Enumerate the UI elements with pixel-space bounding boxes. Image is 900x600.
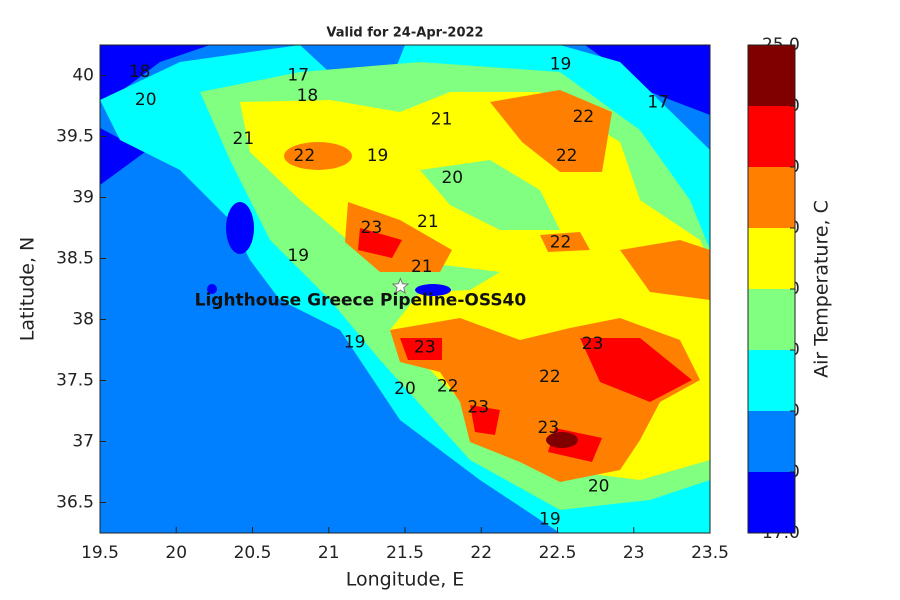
x-tick-label: 20 <box>165 543 187 563</box>
y-tick-label: 38.5 <box>56 249 94 269</box>
contour-label: 22 <box>294 146 316 166</box>
fill-17 <box>207 284 217 294</box>
x-tick-label: 20.5 <box>234 543 272 563</box>
fill-22 <box>540 232 590 252</box>
y-tick-label: 40 <box>72 66 94 86</box>
colorbar-segment <box>748 350 795 411</box>
fill-17 <box>100 128 145 185</box>
fill-17 <box>415 284 451 296</box>
contour-label: 23 <box>467 397 489 417</box>
contour-label: 20 <box>441 168 463 188</box>
colorbar-segment <box>748 472 795 533</box>
fill-23 <box>470 405 500 435</box>
fill-23 <box>580 338 692 402</box>
title: Valid for 24-Apr-2022 <box>326 26 483 41</box>
contour-field <box>100 45 710 533</box>
contour-label: 19 <box>287 246 309 266</box>
contour-label: 19 <box>344 333 366 353</box>
fill-23 <box>358 228 402 258</box>
x-tick-label: 21 <box>318 543 340 563</box>
y-tick-label: 38 <box>72 310 94 330</box>
colorbar-segment <box>748 45 795 106</box>
fill-17 <box>226 202 254 254</box>
contour-label: 22 <box>437 377 459 397</box>
contour-label: 20 <box>588 477 610 497</box>
fill-24 <box>546 432 578 448</box>
fill-23 <box>400 338 442 360</box>
contour-label: 18 <box>297 86 319 106</box>
contour-label: 21 <box>233 129 255 149</box>
contour-label: 19 <box>539 510 561 530</box>
y-tick-label: 39.5 <box>56 127 94 147</box>
contour-label: 20 <box>135 90 157 110</box>
x-tick-label: 23.5 <box>691 543 729 563</box>
contour-label: 22 <box>573 107 595 127</box>
x-tick-label: 22 <box>470 543 492 563</box>
y-tick-label: 39 <box>72 188 94 208</box>
fill-22 <box>490 90 612 172</box>
y-axis-label: Latitude, N <box>17 237 39 342</box>
contour-label: 22 <box>556 146 578 166</box>
y-tick-label: 36.5 <box>56 493 94 513</box>
station-label: Lighthouse Greece Pipeline-OSS40 <box>195 291 527 311</box>
fill-17 <box>100 45 210 100</box>
contour-label: 23 <box>582 334 604 354</box>
x-tick-label: 19.5 <box>81 543 119 563</box>
x-axis-label: Longitude, E <box>346 569 465 591</box>
fill-22 <box>345 202 452 272</box>
x-tick-label: 21.5 <box>386 543 424 563</box>
contour-label: 19 <box>367 146 389 166</box>
y-tick-label: 37 <box>72 432 94 452</box>
y-tick-label: 37.5 <box>56 371 94 391</box>
contour-label: 20 <box>394 379 416 399</box>
colorbar-segment <box>748 289 795 350</box>
colorbar-segment <box>748 167 795 228</box>
colorbar-label: Air Temperature, C <box>811 200 833 378</box>
contour-label: 21 <box>431 109 453 129</box>
colorbar-segment <box>748 228 795 289</box>
contour-label: 21 <box>417 212 439 232</box>
x-tick-label: 23 <box>623 543 645 563</box>
colorbar-segment <box>748 411 795 472</box>
contour-label: 23 <box>361 218 383 238</box>
x-tick-label: 22.5 <box>539 543 577 563</box>
colorbar-segment <box>748 106 795 167</box>
contour-label: 23 <box>538 418 560 438</box>
fill-20 <box>420 160 560 230</box>
contour-label: 22 <box>539 367 561 387</box>
contour-label: 18 <box>129 62 151 82</box>
contour-label: 22 <box>550 233 572 253</box>
contour-label: 17 <box>647 92 669 112</box>
contour-label: 23 <box>414 338 436 358</box>
fill-22 <box>620 240 710 300</box>
contour-label: 19 <box>550 55 572 75</box>
contour-label: 21 <box>411 257 433 277</box>
contour-label: 17 <box>287 66 309 86</box>
station-marker <box>391 277 410 295</box>
fill-22 <box>284 142 352 170</box>
